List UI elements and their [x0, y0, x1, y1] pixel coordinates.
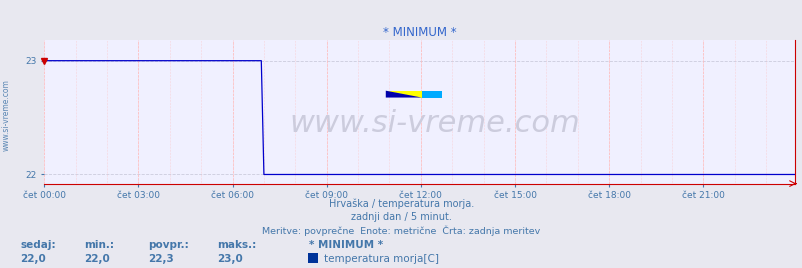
- Text: povpr.:: povpr.:: [148, 240, 189, 250]
- Text: * MINIMUM *: * MINIMUM *: [309, 240, 383, 250]
- Bar: [421, 91, 441, 98]
- Text: 23,0: 23,0: [217, 254, 242, 264]
- Text: maks.:: maks.:: [217, 240, 256, 250]
- Text: Hrvaška / temperatura morja.: Hrvaška / temperatura morja.: [329, 198, 473, 209]
- Text: temperatura morja[C]: temperatura morja[C]: [323, 254, 438, 264]
- Text: 22,0: 22,0: [84, 254, 110, 264]
- Text: zadnji dan / 5 minut.: zadnji dan / 5 minut.: [350, 212, 452, 222]
- Text: Meritve: povprečne  Enote: metrične  Črta: zadnja meritev: Meritve: povprečne Enote: metrične Črta:…: [262, 225, 540, 236]
- Text: www.si-vreme.com: www.si-vreme.com: [2, 79, 11, 151]
- Polygon shape: [385, 91, 421, 98]
- Text: sedaj:: sedaj:: [20, 240, 55, 250]
- Polygon shape: [385, 91, 421, 98]
- Title: * MINIMUM *: * MINIMUM *: [383, 26, 456, 39]
- Text: www.si-vreme.com: www.si-vreme.com: [289, 109, 579, 138]
- Text: min.:: min.:: [84, 240, 114, 250]
- Text: 22,0: 22,0: [20, 254, 46, 264]
- Text: 22,3: 22,3: [148, 254, 174, 264]
